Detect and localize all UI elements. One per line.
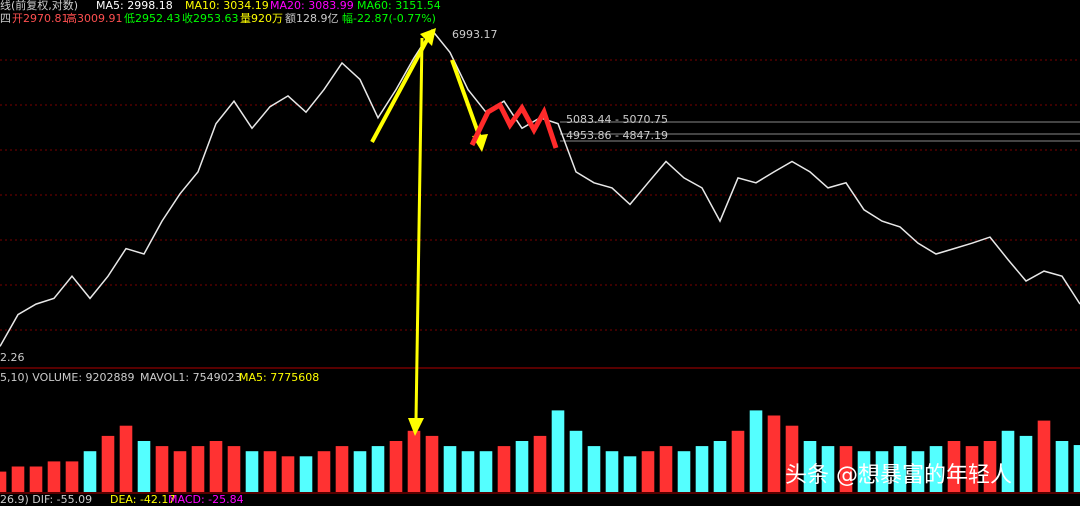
volume-bar (731, 430, 745, 492)
macd: MACD: -25.84 (168, 493, 244, 506)
volume-bar (749, 410, 763, 492)
volume-bar (155, 446, 169, 492)
volume-bar (623, 456, 637, 492)
volume-bar (677, 451, 691, 492)
volume-bar (191, 446, 205, 492)
volume-bar (119, 425, 133, 492)
volume-bar (947, 441, 961, 492)
volume-bar (659, 446, 673, 492)
volume-bar (137, 441, 151, 492)
volume-bar (83, 451, 97, 492)
volume-bar (335, 446, 349, 492)
volume-bar (821, 446, 835, 492)
day: 四 (0, 12, 11, 25)
volume-bar (11, 466, 25, 492)
volume-bar (965, 446, 979, 492)
volume-bar (1055, 441, 1069, 492)
open: 开2970.81 (12, 12, 69, 25)
volume-bar (29, 466, 43, 492)
volume-bar (551, 410, 565, 492)
dea: DEA: -42.17 (110, 493, 175, 506)
volume-bar (389, 441, 403, 492)
volume-bar (209, 441, 223, 492)
peak-label: 6993.17 (452, 28, 498, 41)
volume-bar (533, 435, 547, 492)
volume-bar (893, 446, 907, 492)
ma20: MA20: 3083.99 (270, 0, 354, 12)
volume-bar (47, 461, 61, 492)
volume-bar (857, 451, 871, 492)
volume-bar (515, 441, 529, 492)
volume-bar (65, 461, 79, 492)
volume-bar (299, 456, 313, 492)
volume-bar (713, 441, 727, 492)
low: 低2952.43 (124, 12, 181, 25)
volume-bar (1037, 420, 1051, 492)
ma60: MA60: 3151.54 (357, 0, 441, 12)
watermark: 头条 @想暴富的年轻人 (785, 463, 1012, 488)
title: 线(前复权,对数) (0, 0, 78, 12)
macd-head: 26.9) DIF: -55.09 (0, 493, 92, 506)
volume-head: 5,10) VOLUME: 9202889 (0, 371, 135, 384)
volume-bar (929, 446, 943, 492)
volume-bar (245, 451, 259, 492)
high: 高3009.91 (66, 11, 123, 25)
volume-bar (587, 446, 601, 492)
change: 幅-22.87(-0.77%) (342, 12, 436, 25)
mavol1: MAVOL1: 7549023 (140, 371, 242, 384)
volume-bar (875, 451, 889, 492)
volume-bar (785, 425, 799, 492)
volume-bar (695, 446, 709, 492)
volume-bar (227, 446, 241, 492)
volume-bar (641, 451, 655, 492)
volume-bar (101, 435, 115, 492)
volume-bar (317, 451, 331, 492)
ma10: MA10: 3034.19 (185, 0, 269, 12)
volume-bar (263, 451, 277, 492)
volume-bar (1073, 445, 1080, 492)
volume-bar (0, 471, 7, 492)
volume-bar (497, 446, 511, 492)
volume-bar (605, 451, 619, 492)
volume-bar (173, 451, 187, 492)
volume-bar (1019, 435, 1033, 492)
volume-bar (371, 446, 385, 492)
low-mark: 2.26 (0, 351, 25, 364)
vol-ma5: MA5: 7775608 (239, 371, 319, 384)
volume-bar (425, 435, 439, 492)
volume-bar (443, 446, 457, 492)
annotations (370, 28, 559, 436)
volume-bar (479, 451, 493, 492)
close: 收2953.63 (182, 11, 239, 25)
volume-bar (983, 441, 997, 492)
volume-bar (767, 415, 781, 492)
volume-bar (803, 441, 817, 492)
level-label: 5083.44 - 5070.75 (566, 113, 668, 126)
price-line (0, 28, 1080, 347)
ma5: MA5: 2998.18 (96, 0, 173, 12)
volume-bar (1001, 430, 1015, 492)
vol: 量920万 (240, 12, 283, 25)
volume-bar (839, 446, 853, 492)
volume-bar (461, 451, 475, 492)
volume-bar (569, 430, 583, 492)
volume-bar (407, 430, 421, 492)
volume-bar (281, 456, 295, 492)
level-label: 4953.86 - 4847.19 (566, 129, 668, 142)
volume-bar (353, 451, 367, 492)
volume-bar (911, 451, 925, 492)
amount: 额128.9亿 (285, 12, 339, 25)
